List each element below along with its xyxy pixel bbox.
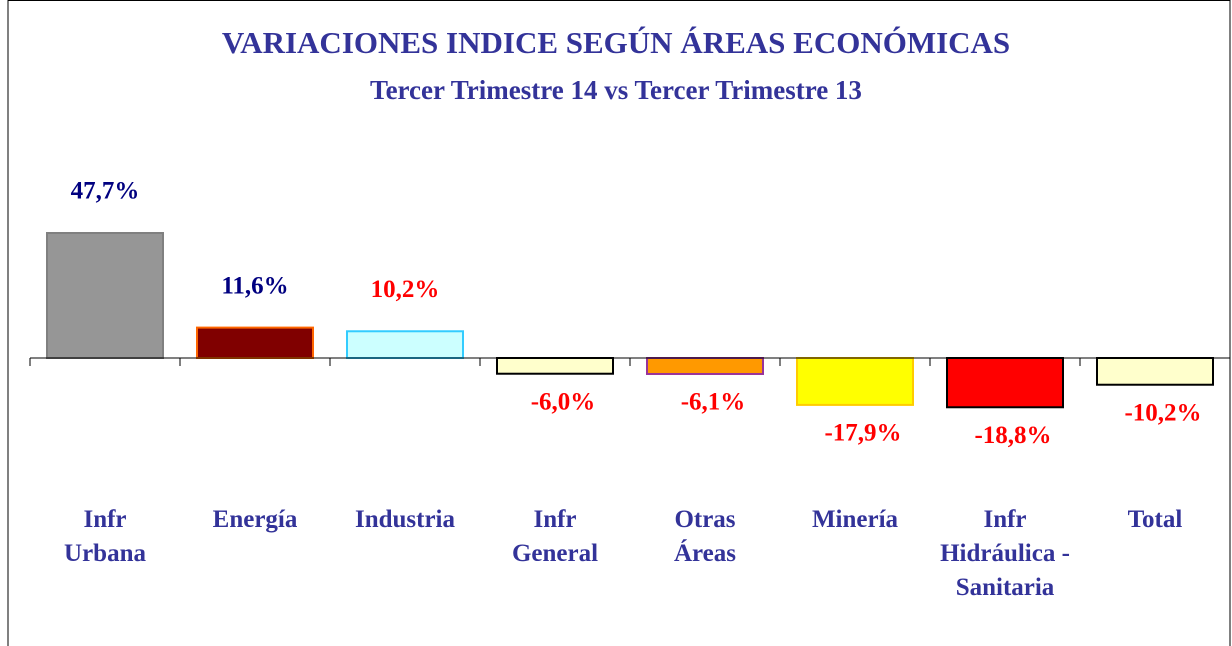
chart-frame: [7, 0, 1231, 646]
category-label: Infr Hidráulica - Sanitaria: [940, 506, 1070, 601]
value-label: 47,7%: [71, 178, 140, 205]
value-label: 11,6%: [221, 272, 288, 299]
bar: [1096, 357, 1214, 386]
bar: [796, 357, 914, 406]
bar: [646, 357, 764, 375]
value-label: -10,2%: [1124, 399, 1201, 426]
value-label: -6,0%: [531, 388, 596, 415]
category-label: Minería: [811, 506, 899, 533]
chart-title: VARIACIONES INDICE SEGÚN ÁREAS ECONÓMICA…: [222, 25, 1010, 60]
category-label: Industria: [354, 506, 456, 533]
value-label: -17,9%: [824, 420, 901, 447]
category-label: Energía: [212, 506, 298, 533]
value-label: -6,1%: [681, 389, 746, 416]
category-label: Otras Áreas: [673, 506, 737, 567]
chart-subtitle: Tercer Trimestre 14 vs Tercer Trimestre …: [370, 75, 862, 105]
category-label: Infr Urbana: [64, 506, 146, 567]
bar: [196, 326, 314, 360]
bar: [346, 330, 464, 360]
value-label: 10,2%: [371, 276, 440, 303]
bar: [946, 357, 1064, 409]
category-label: Infr General: [511, 506, 599, 567]
value-label: -18,8%: [974, 422, 1051, 449]
bar: [46, 232, 164, 359]
category-label: Total: [1127, 506, 1183, 533]
bar: [496, 357, 614, 375]
